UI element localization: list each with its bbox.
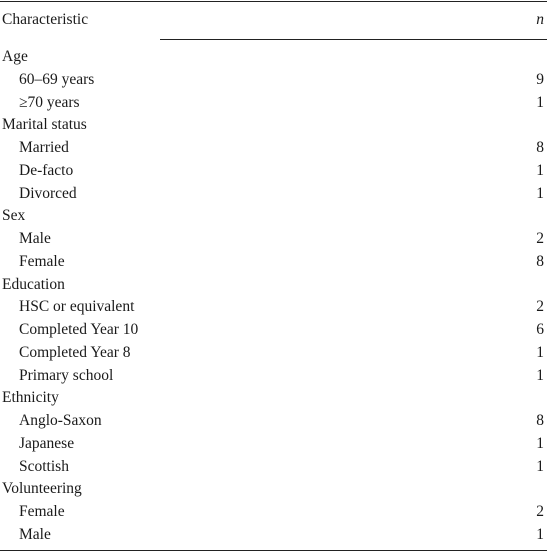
top-rule xyxy=(0,1,547,2)
group-row-ethnicity: Ethnicity xyxy=(0,387,547,410)
header-n: n xyxy=(536,11,544,28)
table-row: Primary school 1 xyxy=(0,365,547,388)
row-label: HSC or equivalent xyxy=(19,298,135,316)
row-count: 2 xyxy=(536,298,544,316)
row-count: 2 xyxy=(536,230,544,247)
table-row: Completed Year 8 1 xyxy=(0,342,547,365)
row-count: 1 xyxy=(536,525,544,543)
row-label: Primary school xyxy=(19,366,114,384)
table-row: Female 2 xyxy=(0,501,547,524)
row-count: 8 xyxy=(536,412,544,429)
row-label: Ethnicity xyxy=(2,389,59,407)
group-row-volunteering: Volunteering xyxy=(0,478,547,501)
row-count: 1 xyxy=(536,184,544,202)
row-label: Completed Year 10 xyxy=(19,321,139,338)
table-row: Male 1 xyxy=(0,524,547,547)
group-row-education: Education xyxy=(0,274,547,297)
table-row: Divorced 1 xyxy=(0,183,547,206)
bottom-rule xyxy=(0,550,547,551)
row-count: 8 xyxy=(536,139,544,156)
row-label: Education xyxy=(2,275,65,293)
row-label: Sex xyxy=(2,207,26,225)
table-row: Female 8 xyxy=(0,251,547,274)
row-label: Marital status xyxy=(2,116,87,134)
row-count: 1 xyxy=(536,343,544,361)
row-label: Anglo-Saxon xyxy=(19,412,102,429)
table-row: Scottish 1 xyxy=(0,456,547,479)
row-count: 6 xyxy=(536,321,544,338)
row-label: Age xyxy=(2,48,28,65)
row-label: Japanese xyxy=(19,434,75,452)
header-rule xyxy=(160,39,547,40)
table-row: Japanese 1 xyxy=(0,433,547,456)
row-label: Male xyxy=(19,230,51,247)
table-row: Completed Year 10 6 xyxy=(0,319,547,342)
row-label: Volunteering xyxy=(2,480,82,498)
row-count: 9 xyxy=(536,70,544,88)
table-row: ≥70 years 1 xyxy=(0,92,547,115)
group-row-sex: Sex xyxy=(0,205,547,228)
row-label: Female xyxy=(19,252,65,270)
row-count: 8 xyxy=(536,252,544,270)
table-row: Male 2 xyxy=(0,228,547,251)
row-label: 60–69 years xyxy=(19,70,95,88)
row-label: De-facto xyxy=(19,161,74,179)
row-label: ≥70 years xyxy=(19,93,80,111)
table-body: Age 60–69 years 9 ≥70 years 1 Marital st… xyxy=(0,46,547,547)
row-count: 1 xyxy=(536,434,544,452)
table-row: HSC or equivalent 2 xyxy=(0,296,547,319)
row-label: Married xyxy=(19,139,69,156)
row-label: Male xyxy=(19,525,51,543)
table-header-row: Characteristic n xyxy=(0,11,547,31)
table-row: Anglo-Saxon 8 xyxy=(0,410,547,433)
row-count: 1 xyxy=(536,457,544,475)
row-count: 2 xyxy=(536,503,544,520)
group-row-age: Age xyxy=(0,46,547,69)
row-count: 1 xyxy=(536,366,544,384)
row-label: Female xyxy=(19,503,65,520)
row-count: 1 xyxy=(536,161,544,179)
row-label: Scottish xyxy=(19,457,69,475)
header-characteristic: Characteristic xyxy=(2,11,89,28)
table-row: 60–69 years 9 xyxy=(0,69,547,92)
row-count: 1 xyxy=(536,93,544,111)
row-label: Completed Year 8 xyxy=(19,343,131,361)
table-row: Married 8 xyxy=(0,137,547,160)
group-row-marital-status: Marital status xyxy=(0,114,547,137)
row-label: Divorced xyxy=(19,184,77,202)
table-row: De-facto 1 xyxy=(0,160,547,183)
